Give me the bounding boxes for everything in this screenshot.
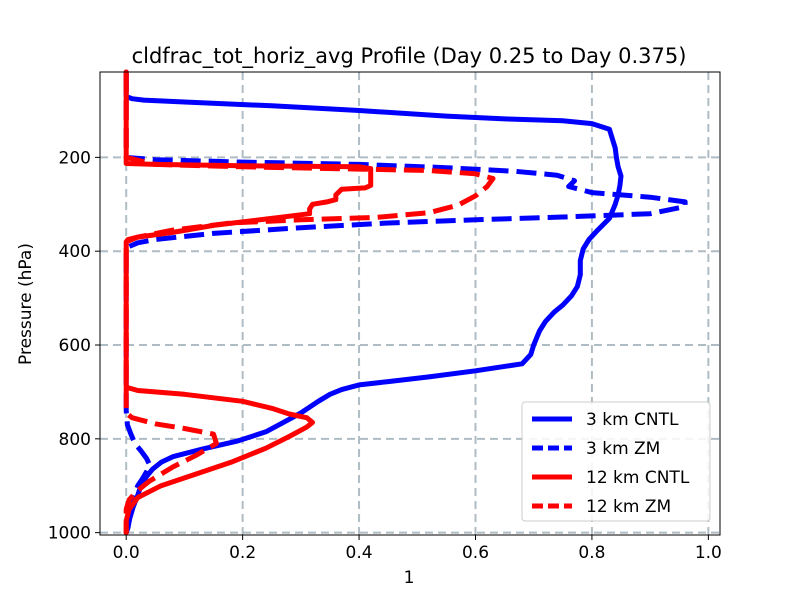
plot-frame: [99, 71, 721, 536]
x-axis-label: 1: [404, 568, 415, 588]
y-tick-label: 400: [59, 242, 91, 262]
legend-label: 12 km CNTL: [586, 468, 690, 488]
y-tick-label: 200: [59, 148, 91, 168]
legend-label: 12 km ZM: [586, 497, 671, 517]
series-lines: [123, 69, 688, 536]
x-tick-label: 0.6: [462, 543, 489, 563]
y-axis-label: Pressure (hPa): [16, 243, 36, 365]
x-tick-label: 1.0: [695, 543, 722, 563]
y-tick-label: 800: [59, 430, 91, 450]
chart-title: cldfrac_tot_horiz_avg Profile (Day 0.25 …: [132, 44, 687, 69]
y-tick-label: 600: [59, 336, 91, 356]
legend-label: 3 km ZM: [586, 439, 660, 459]
series-line-3-km-zm: [123, 72, 688, 533]
x-axis: 0.0 0.2 0.4 0.6 0.8 1.0: [113, 535, 722, 563]
x-tick-label: 0.8: [578, 543, 605, 563]
y-axis: 200 400 600 800 1000: [48, 148, 100, 544]
y-tick-label: 1000: [48, 524, 91, 544]
legend: 3 km CNTL 3 km ZM 12 km CNTL 12 km ZM: [521, 401, 711, 522]
x-tick-label: 0.0: [113, 543, 140, 563]
x-tick-label: 0.2: [229, 543, 256, 563]
series-line-12-km-zm: [123, 72, 496, 533]
legend-box: [521, 401, 711, 522]
legend-label: 3 km CNTL: [586, 410, 679, 430]
series-line-3-km-cntl: [123, 69, 624, 536]
x-tick-label: 0.4: [346, 543, 373, 563]
